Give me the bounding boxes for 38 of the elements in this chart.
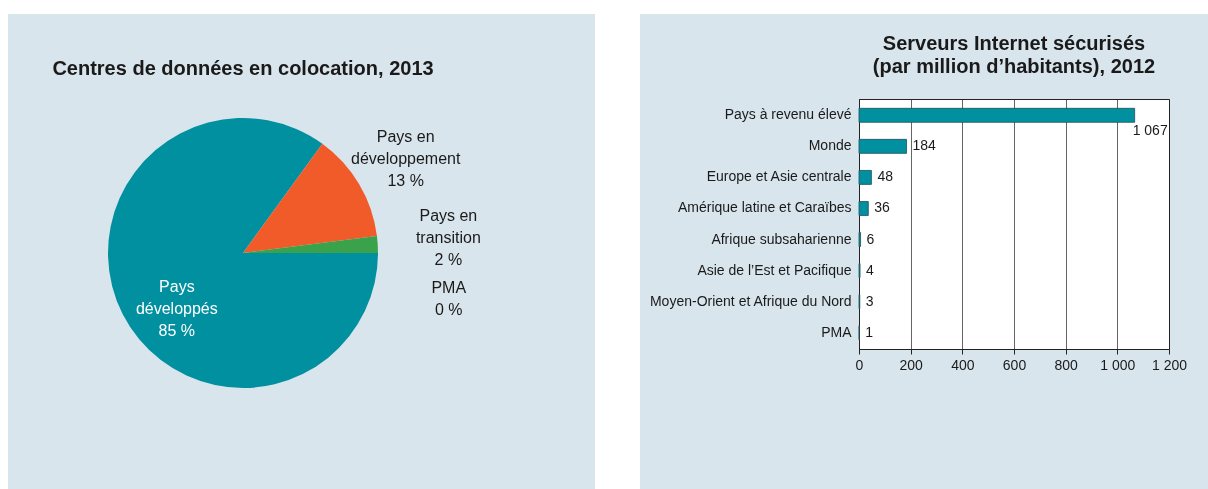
data-label: 13 % — [387, 171, 424, 189]
x-tick-label: 1 200 — [1151, 356, 1188, 373]
data-label: 6 — [866, 230, 875, 247]
x-tick-label: 0 — [855, 356, 864, 373]
x-tick-label: 600 — [1002, 356, 1027, 373]
data-label: 2 % — [434, 250, 463, 268]
slice-label: Pays développés — [135, 277, 218, 317]
chart-subtitle: (par million d’habitants), 2012 — [872, 55, 1156, 77]
y-tick-label: PMA — [821, 323, 853, 340]
data-label: 1 067 — [1132, 122, 1168, 139]
data-label: 184 — [912, 137, 937, 154]
slice-label: Pays en transition — [415, 206, 481, 246]
category-label: PMA — [431, 279, 467, 296]
data-label: 3 — [865, 292, 874, 309]
bar — [858, 138, 907, 154]
x-tick-label: 1 000 — [1100, 356, 1136, 373]
data-label: 85 % — [158, 321, 196, 339]
y-tick-label: Amérique latine et Caraïbes — [677, 199, 852, 216]
data-label: 36 — [874, 199, 891, 216]
y-tick-label: Asie de l’Est et Pacifique — [697, 261, 852, 278]
chart-title: Centres de données en colocation, 2013 — [52, 57, 434, 79]
bar — [858, 170, 872, 185]
data-label: 1 — [865, 323, 874, 340]
y-tick-label: Europe et Asie centrale — [706, 168, 852, 185]
text: 0 % — [434, 301, 463, 318]
y-tick-label: Moyen-Orient et Afrique du Nord — [649, 292, 852, 309]
bar — [858, 201, 869, 216]
x-tick-label: 800 — [1054, 356, 1079, 373]
y-tick-label: Pays à revenu élevé — [724, 106, 852, 123]
chart-title: Serveurs Internet sécurisés — [882, 32, 1146, 54]
y-tick-label: Monde — [808, 137, 852, 154]
data-label: 48 — [877, 168, 894, 185]
x-tick-label: 400 — [951, 356, 975, 373]
x-tick-label: 200 — [899, 356, 924, 373]
slice-label: Pays en développement — [350, 127, 461, 167]
bar — [858, 107, 1136, 123]
y-tick-label: Afrique subsaharienne — [711, 230, 852, 247]
data-label: 4 — [866, 261, 875, 278]
